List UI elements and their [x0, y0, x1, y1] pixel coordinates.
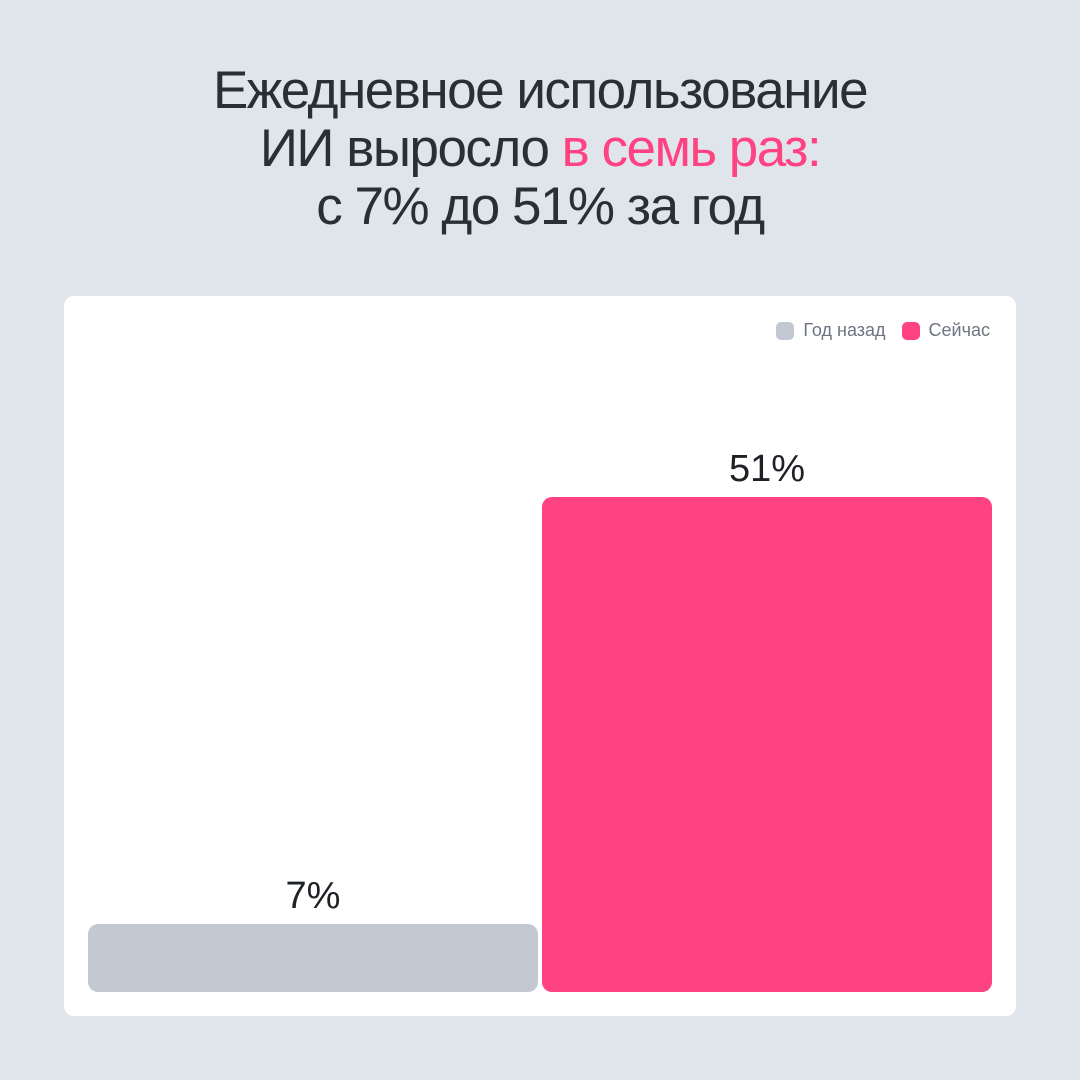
legend-item-past: Год назад: [776, 320, 886, 341]
legend-swatch-now: [901, 321, 920, 340]
legend-item-now: Сейчас: [901, 320, 990, 341]
legend: Год назад Сейчас: [768, 320, 990, 341]
bar-past: [88, 924, 538, 992]
title-line-2: ИИ выросло в семь раз:: [0, 120, 1080, 178]
legend-label-past: Год назад: [803, 320, 886, 340]
bar-now: [542, 497, 992, 992]
title-line-3: с 7% до 51% за год: [316, 177, 765, 236]
data-label-past: 7%: [286, 875, 341, 917]
data-label-now: 51%: [729, 448, 805, 490]
title-line-1: Ежедневное использование: [212, 61, 869, 120]
legend-label-now: Сейчас: [928, 320, 990, 340]
title-line-2-text: ИИ выросло: [259, 119, 562, 178]
chart-card: Год назад Сейчас 7% 51%: [64, 296, 1016, 1016]
bar-chart: 7% 51%: [88, 448, 992, 992]
legend-swatch-past: [776, 321, 795, 340]
title-highlight: в семь раз:: [561, 119, 822, 178]
chart-title: Ежедневное использование ИИ выросло в се…: [0, 62, 1080, 236]
